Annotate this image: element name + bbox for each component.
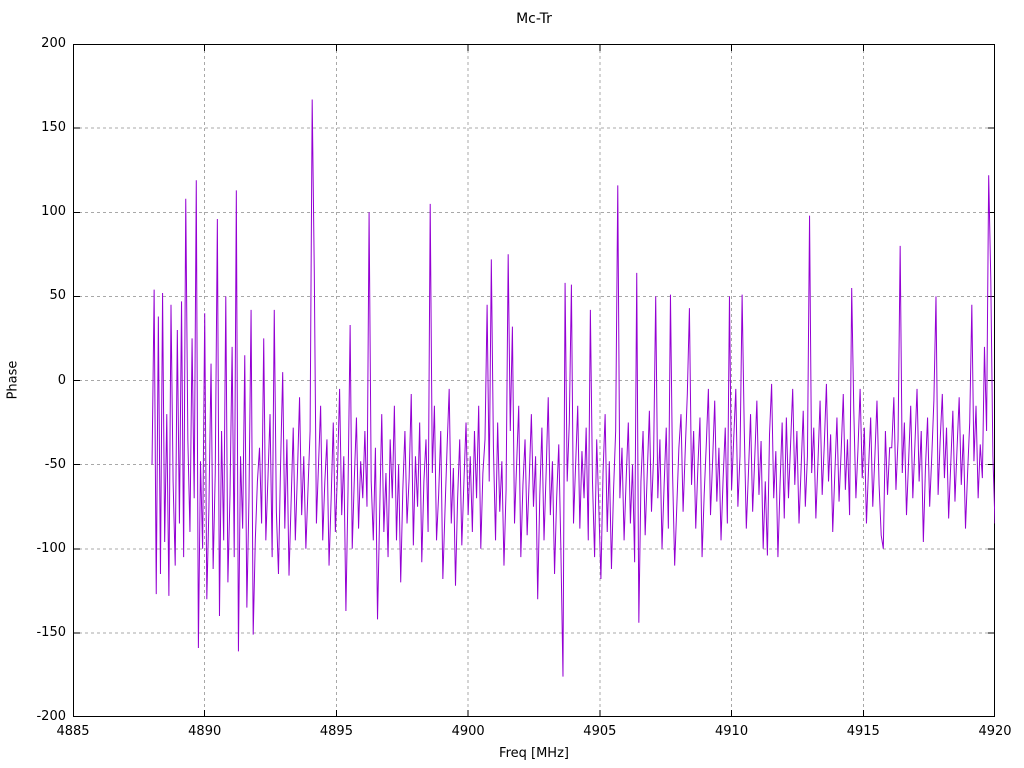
chart-title: Mc-Tr: [516, 11, 552, 27]
y-tick-label: -50: [44, 456, 66, 472]
y-tick-label: 200: [41, 36, 66, 51]
plot-border: [73, 44, 995, 717]
plot-area: [73, 44, 995, 717]
x-axis-label: Freq [MHz]: [499, 746, 569, 761]
phase-trace: [151, 99, 995, 677]
y-tick-label: 0: [57, 372, 66, 388]
y-tick-label: 150: [41, 120, 66, 136]
y-tick-label: -200: [36, 709, 66, 724]
y-tick-label: 100: [41, 204, 66, 220]
x-tick-label: 4890: [188, 724, 222, 739]
y-tick-label: 50: [49, 288, 66, 304]
x-tick-label: 4900: [451, 724, 485, 739]
x-tick-label: 4895: [319, 724, 353, 739]
x-tick-label: 4905: [583, 724, 617, 739]
x-tick-label: 4885: [56, 724, 90, 739]
x-tick-label: 4910: [715, 724, 749, 739]
x-tick-label: 4920: [978, 724, 1012, 739]
y-tick-label: -150: [36, 624, 66, 640]
x-tick-label: 4915: [846, 724, 880, 739]
y-tick-label: -100: [36, 540, 66, 556]
